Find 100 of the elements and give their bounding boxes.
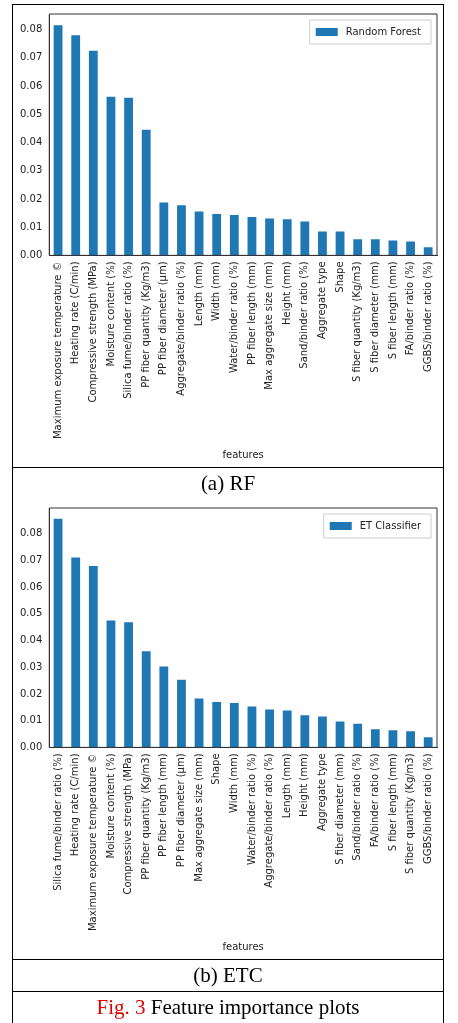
x-tick-label: Aggregate type — [316, 261, 328, 340]
bar — [106, 96, 116, 256]
x-tick-label: Heating rate (C/min) — [69, 753, 81, 857]
bar — [71, 557, 81, 748]
text: (a) RF — [199, 470, 257, 497]
x-tick-label: PP fiber length (mm) — [245, 261, 257, 366]
legend-label: ET Classifier — [359, 519, 422, 531]
x-tick-label: Height (mm) — [280, 261, 292, 325]
y-tick-label: 0.02 — [20, 687, 43, 699]
x-tick-label: Compressive strength (MPa) — [86, 261, 98, 403]
bar — [353, 239, 363, 256]
x-tick-label: S fiber diameter (mm) — [333, 753, 345, 865]
bar — [229, 703, 239, 748]
x-tick-label: Shape — [210, 753, 222, 785]
x-tick-label: S fiber length (mm) — [386, 753, 398, 852]
bar — [247, 216, 257, 256]
x-tick-label: Max aggregate size (mm) — [192, 753, 204, 882]
x-tick-label: FA/binder ratio (%) — [368, 753, 380, 848]
bar — [318, 231, 327, 256]
x-axis-title: features — [222, 448, 264, 460]
x-tick-label: PP fiber quantity (Kg/m3) — [139, 753, 151, 880]
bar — [353, 723, 363, 748]
x-tick-label: PP fiber quantity (Kg/m3) — [139, 261, 151, 388]
x-tick-label: Width (mm) — [227, 753, 239, 813]
bar — [177, 679, 186, 748]
x-tick-label: Width (mm) — [210, 261, 222, 321]
y-tick-label: 0.00 — [20, 248, 43, 260]
x-tick-label: Length (mm) — [280, 753, 292, 819]
bar — [282, 710, 292, 748]
bar — [335, 721, 345, 748]
bar — [106, 620, 116, 748]
bar — [423, 247, 433, 256]
x-tick-label: Sand/binder ratio (%) — [351, 753, 363, 861]
bar — [124, 622, 133, 748]
bar — [141, 129, 151, 256]
legend-label: Random Forest — [345, 25, 422, 37]
bar — [265, 709, 274, 748]
y-tick-label: 0.04 — [20, 136, 43, 148]
y-tick-label: 0.07 — [20, 553, 43, 565]
x-tick-label: Length (mm) — [192, 261, 204, 327]
y-tick-label: 0.03 — [20, 660, 43, 672]
bar — [370, 239, 380, 256]
x-tick-label: Sand/binder ratio (%) — [298, 261, 310, 369]
x-tick-label: S fiber quantity (Kg/m3) — [404, 753, 416, 875]
x-tick-label: FA/binder ratio (%) — [404, 261, 416, 356]
y-tick-label: 0.01 — [20, 714, 43, 726]
x-tick-label: S fiber quantity (Kg/m3) — [351, 261, 363, 383]
y-tick-label: 0.00 — [20, 740, 43, 752]
bar — [88, 565, 98, 748]
x-tick-label: Water/binder ratio (%) — [245, 753, 257, 866]
x-tick-label: Heating rate (C/min) — [69, 261, 81, 365]
x-tick-label: Max aggregate size (mm) — [263, 261, 275, 390]
x-tick-label: PP fiber length (mm) — [157, 753, 169, 858]
y-tick-label: 0.02 — [20, 192, 43, 204]
bar — [406, 731, 415, 748]
y-tick-label: 0.04 — [20, 634, 43, 646]
bar — [318, 716, 327, 748]
x-tick-label: Silica fume/binder ratio (%) — [51, 753, 63, 891]
bar — [159, 202, 169, 256]
x-tick-label: Aggregate/binder ratio (%) — [263, 753, 275, 888]
bar — [53, 518, 63, 748]
y-tick-label: 0.08 — [20, 527, 43, 539]
x-tick-label: GGBS/binder ratio (%) — [421, 261, 433, 373]
bar — [300, 715, 310, 748]
y-tick-label: 0.01 — [20, 220, 43, 232]
y-tick-label: 0.08 — [20, 23, 43, 35]
y-tick-label: 0.05 — [20, 607, 43, 619]
y-tick-label: 0.06 — [20, 580, 43, 592]
bar — [388, 240, 398, 256]
bar — [335, 231, 345, 256]
x-tick-label: PP fiber diameter (μm) — [175, 753, 187, 868]
x-tick-label: PP fiber diameter (μm) — [157, 261, 169, 376]
bar — [282, 219, 292, 256]
bar — [159, 666, 169, 748]
x-tick-label: Shape — [333, 261, 345, 293]
y-tick-label: 0.06 — [20, 79, 43, 91]
x-tick-label: Water/binder ratio (%) — [227, 261, 239, 374]
bar — [300, 221, 310, 256]
bar — [124, 97, 133, 256]
x-tick-label: Moisture content (%) — [104, 261, 116, 367]
y-tick-label: 0.05 — [20, 107, 43, 119]
bar — [71, 35, 81, 256]
text: (b) ETC — [13, 960, 443, 992]
x-tick-label: Aggregate/binder ratio (%) — [175, 261, 187, 396]
x-tick-label: Height (mm) — [298, 753, 310, 817]
bar — [423, 737, 433, 748]
bar — [388, 730, 398, 748]
bar — [141, 651, 151, 748]
x-tick-label: Aggregate type — [316, 753, 328, 832]
x-tick-label: Maximum exposure temperature © — [51, 261, 63, 440]
x-tick-label: Moisture content (%) — [104, 753, 116, 859]
bar — [53, 25, 63, 256]
caption: Fig. 3 Feature importance plots — [95, 994, 361, 1021]
bar — [229, 215, 239, 256]
x-tick-label: Compressive strength (MPa) — [122, 753, 134, 895]
x-tick-label: Maximum exposure temperature © — [86, 753, 98, 932]
bar — [194, 698, 204, 748]
x-tick-label: S fiber diameter (mm) — [368, 261, 380, 373]
y-tick-label: 0.03 — [20, 164, 43, 176]
bar — [406, 241, 415, 256]
